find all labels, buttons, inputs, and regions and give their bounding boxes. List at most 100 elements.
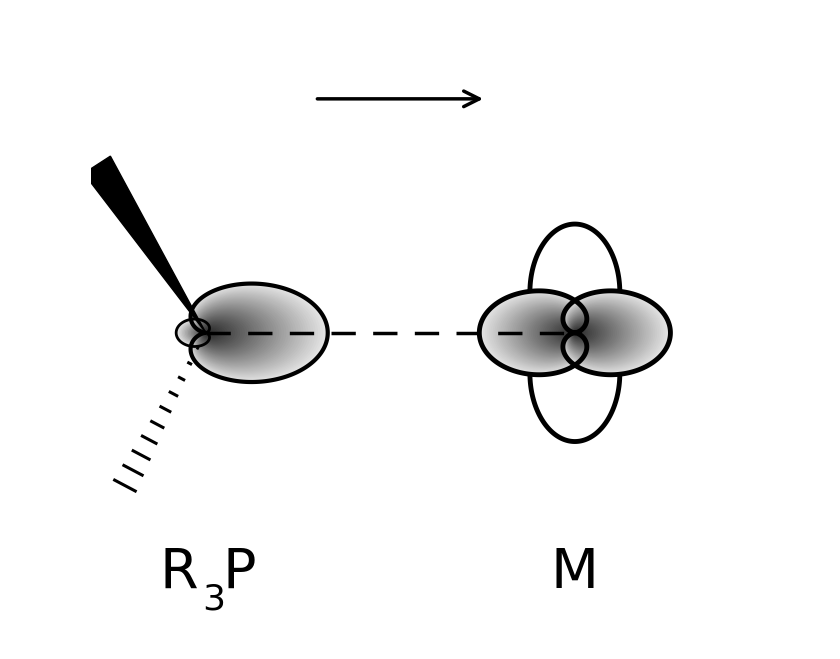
Polygon shape <box>564 293 664 372</box>
Polygon shape <box>573 327 588 339</box>
Polygon shape <box>572 324 596 342</box>
Polygon shape <box>565 299 654 367</box>
Polygon shape <box>552 323 578 343</box>
Polygon shape <box>527 312 580 354</box>
Polygon shape <box>498 299 585 366</box>
Polygon shape <box>197 304 276 361</box>
Polygon shape <box>202 318 243 347</box>
Polygon shape <box>570 316 613 349</box>
Polygon shape <box>501 300 584 366</box>
Polygon shape <box>186 324 208 342</box>
Polygon shape <box>200 314 252 351</box>
Polygon shape <box>192 287 318 378</box>
Polygon shape <box>553 326 597 387</box>
Polygon shape <box>182 322 209 344</box>
Polygon shape <box>177 320 209 346</box>
Polygon shape <box>570 318 609 348</box>
Polygon shape <box>194 328 207 338</box>
Polygon shape <box>491 296 585 370</box>
Polygon shape <box>204 332 206 333</box>
Polygon shape <box>570 317 612 349</box>
Polygon shape <box>522 309 581 357</box>
Polygon shape <box>523 310 581 355</box>
Polygon shape <box>517 308 582 358</box>
Polygon shape <box>179 320 209 345</box>
Polygon shape <box>569 311 625 355</box>
Polygon shape <box>566 302 646 364</box>
Polygon shape <box>184 322 208 343</box>
Polygon shape <box>563 292 669 374</box>
Text: R: R <box>160 546 198 600</box>
Polygon shape <box>564 298 655 368</box>
Polygon shape <box>554 324 577 342</box>
Polygon shape <box>203 326 223 339</box>
Polygon shape <box>549 321 578 345</box>
Polygon shape <box>197 302 281 363</box>
Polygon shape <box>516 307 582 358</box>
Polygon shape <box>574 328 586 338</box>
Polygon shape <box>575 332 577 333</box>
Polygon shape <box>525 311 581 355</box>
Polygon shape <box>190 326 207 340</box>
Text: P: P <box>223 546 256 600</box>
Polygon shape <box>202 320 238 345</box>
Text: M: M <box>551 546 599 600</box>
Polygon shape <box>200 313 255 353</box>
Polygon shape <box>546 320 579 345</box>
Polygon shape <box>573 326 591 339</box>
Polygon shape <box>205 329 216 337</box>
Polygon shape <box>550 322 578 344</box>
Polygon shape <box>176 319 209 347</box>
Polygon shape <box>573 332 575 333</box>
Polygon shape <box>531 314 580 352</box>
Polygon shape <box>483 293 586 373</box>
Polygon shape <box>568 308 630 357</box>
Polygon shape <box>193 291 308 374</box>
Polygon shape <box>572 323 598 343</box>
Polygon shape <box>195 299 291 367</box>
Polygon shape <box>188 325 208 341</box>
Polygon shape <box>537 316 580 349</box>
Polygon shape <box>195 297 296 369</box>
Text: 3: 3 <box>202 582 225 616</box>
Polygon shape <box>535 315 580 351</box>
Polygon shape <box>561 327 576 339</box>
Polygon shape <box>192 291 311 375</box>
Polygon shape <box>199 312 257 353</box>
Polygon shape <box>519 308 582 357</box>
Polygon shape <box>192 285 323 380</box>
Polygon shape <box>201 317 244 349</box>
Polygon shape <box>568 308 633 358</box>
Polygon shape <box>193 293 306 373</box>
Polygon shape <box>191 283 328 382</box>
Polygon shape <box>563 291 670 375</box>
Polygon shape <box>206 332 208 333</box>
Polygon shape <box>485 293 586 372</box>
Polygon shape <box>200 315 249 351</box>
Polygon shape <box>202 331 206 334</box>
Polygon shape <box>192 287 320 379</box>
Polygon shape <box>559 326 577 339</box>
Polygon shape <box>198 308 267 357</box>
Polygon shape <box>566 302 643 363</box>
Polygon shape <box>480 291 587 375</box>
Polygon shape <box>196 301 284 364</box>
Polygon shape <box>198 330 207 336</box>
Polygon shape <box>202 319 240 347</box>
Polygon shape <box>571 318 607 347</box>
Polygon shape <box>572 322 600 344</box>
Polygon shape <box>200 330 207 335</box>
Polygon shape <box>540 318 579 348</box>
Polygon shape <box>567 304 640 361</box>
Polygon shape <box>202 322 233 343</box>
Polygon shape <box>506 302 584 363</box>
Polygon shape <box>205 330 213 335</box>
Polygon shape <box>570 315 615 351</box>
Polygon shape <box>487 294 585 372</box>
Polygon shape <box>529 312 580 353</box>
Polygon shape <box>556 324 577 341</box>
Polygon shape <box>194 295 298 370</box>
Polygon shape <box>199 310 262 355</box>
Polygon shape <box>569 312 622 354</box>
Polygon shape <box>192 289 313 376</box>
